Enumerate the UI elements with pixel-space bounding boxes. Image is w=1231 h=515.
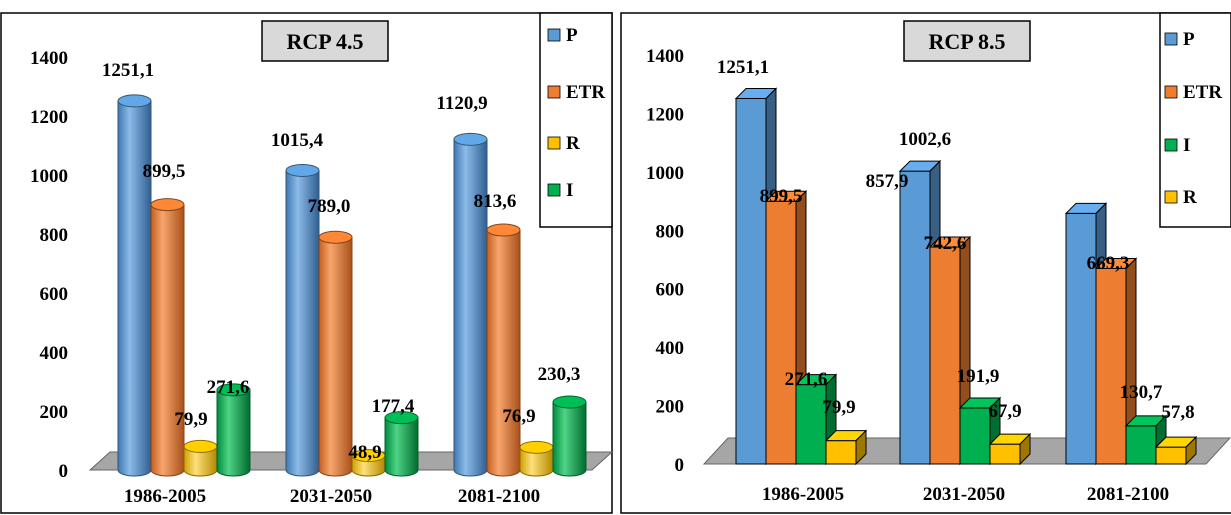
legend: P ETR R I (539, 12, 613, 228)
data-label: 130,7 (1120, 382, 1163, 403)
data-label: 899,5 (143, 161, 186, 182)
data-label: 79,9 (822, 397, 855, 418)
y-tick-label: 600 (656, 280, 685, 301)
data-label: 79,9 (174, 409, 207, 430)
legend-label: I (1183, 135, 1190, 156)
y-tick-label: 1200 (646, 104, 684, 125)
data-label: 191,9 (957, 366, 1000, 387)
legend-swatch-r (547, 136, 561, 150)
data-label: 230,3 (538, 364, 581, 385)
y-tick-label: 600 (40, 284, 69, 305)
data-label: 177,4 (372, 396, 415, 417)
legend-swatch-i (1164, 138, 1178, 152)
legend-swatch-p (547, 28, 561, 42)
legend-swatch-etr (547, 85, 561, 99)
data-label: 1015,4 (271, 130, 324, 151)
chart-title-box: RCP 4.5 (261, 20, 389, 62)
bars-layer: 1251,1 1015,4 1120,9 899,5 789,0 813,6 79,9 48,… (102, 60, 587, 477)
legend-label: I (566, 180, 573, 201)
legend-swatch-etr (1164, 85, 1178, 99)
bar-r (988, 432, 1032, 466)
y-tick-label: 800 (656, 221, 685, 242)
data-label: 48,9 (348, 442, 381, 463)
y-axis: 0 200 400 600 800 1000 1200 1400 (646, 46, 684, 476)
y-tick-label: 800 (40, 225, 69, 246)
data-label: 57,8 (1161, 402, 1194, 423)
legend-swatch-r (1164, 190, 1178, 204)
data-label: 669,3 (1087, 253, 1130, 274)
x-axis: 1986-2005 2031-2050 2081-2100 (124, 486, 540, 507)
data-label: 742,6 (924, 233, 967, 254)
legend-label: ETR (566, 82, 605, 103)
y-axis: 0 200 400 600 800 1000 1200 1400 (30, 48, 68, 482)
data-label: 899,5 (760, 186, 803, 207)
data-label: 1120,9 (436, 93, 487, 114)
legend-label: ETR (1183, 82, 1222, 103)
data-label: 76,9 (502, 406, 535, 427)
y-tick-label: 1400 (30, 48, 68, 69)
x-tick-label: 2081-2100 (1087, 484, 1169, 505)
legend-label: R (566, 133, 580, 154)
data-label: 271,6 (207, 377, 250, 398)
bars-layer: 1251,1 1002,6 857,9 899,5 742,6 669,3 271,6 191… (717, 57, 1198, 466)
data-label: 813,6 (474, 191, 517, 212)
bar-r (1154, 435, 1198, 466)
bar-etr (486, 223, 521, 477)
y-tick-label: 1400 (646, 46, 684, 67)
data-label: 789,0 (308, 196, 351, 217)
bar-r (183, 439, 218, 477)
bar-etr (318, 230, 353, 477)
x-tick-label: 1986-2005 (124, 486, 206, 507)
x-tick-label: 2031-2050 (290, 486, 372, 507)
chart-title-box: RCP 8.5 (903, 20, 1031, 62)
y-tick-label: 1200 (30, 107, 68, 128)
bar-r (824, 429, 868, 466)
bar-p (453, 132, 488, 477)
legend-swatch-p (1164, 32, 1178, 46)
data-label: 1251,1 (102, 60, 154, 81)
legend: P ETR I R (1159, 12, 1231, 228)
y-tick-label: 200 (40, 402, 69, 423)
x-tick-label: 2081-2100 (458, 486, 540, 507)
y-tick-label: 0 (59, 461, 69, 482)
data-label: 1002,6 (899, 129, 951, 150)
legend-label: R (1183, 187, 1197, 208)
y-tick-label: 1000 (646, 163, 684, 184)
chart-rcp85: RCP 8.5 0 200 400 600 800 1000 1200 1400 1251,1… (620, 12, 1231, 514)
chart-rcp45: RCP 4.5 0 200 400 600 800 1000 1200 1400 1251,1… (0, 12, 614, 514)
y-tick-label: 400 (40, 343, 69, 364)
data-label: 1251,1 (717, 57, 769, 78)
chart-title: RCP 8.5 (929, 29, 1006, 54)
y-tick-label: 0 (675, 455, 685, 476)
bar-i (552, 395, 587, 477)
bar-p (285, 163, 320, 477)
bar-p (117, 94, 152, 477)
bar-etr (764, 190, 808, 466)
y-tick-label: 400 (656, 338, 685, 359)
bar-etr (150, 198, 185, 477)
legend-swatch-i (547, 183, 561, 197)
x-axis: 1986-2005 2031-2050 2081-2100 (762, 484, 1169, 505)
chart-title: RCP 4.5 (287, 29, 364, 54)
bar-i (216, 383, 251, 477)
legend-label: P (566, 25, 578, 46)
data-label: 67,9 (988, 401, 1021, 422)
bar-r (519, 440, 554, 477)
bar-r (351, 449, 386, 477)
x-tick-label: 1986-2005 (762, 484, 844, 505)
bar-etr (1094, 257, 1138, 466)
y-tick-label: 1000 (30, 166, 68, 187)
bar-i (384, 411, 419, 477)
data-label: 857,9 (866, 171, 909, 192)
y-tick-label: 200 (656, 397, 685, 418)
x-tick-label: 2031-2050 (923, 484, 1005, 505)
legend-label: P (1183, 29, 1195, 50)
data-label: 271,6 (785, 369, 828, 390)
